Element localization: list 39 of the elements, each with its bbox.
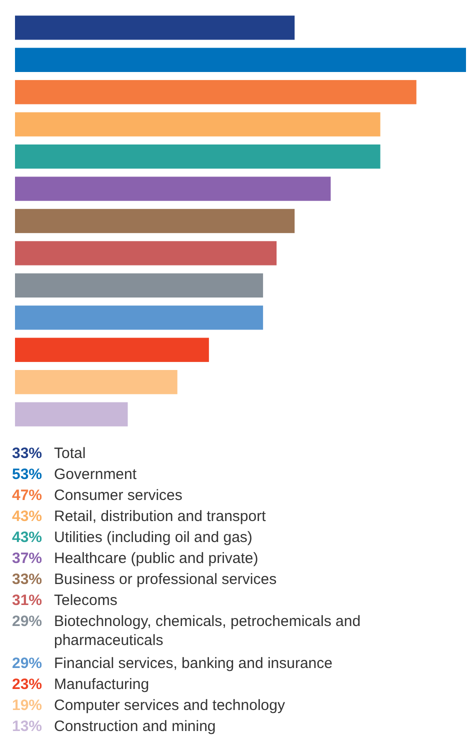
text: 29% [12,613,42,630]
text: Retail, distribution and transport [54,508,267,525]
text: Computer services and technology [54,697,286,714]
bar [15,338,209,362]
bar [15,402,128,426]
bar [15,176,331,201]
bar [15,16,295,40]
text: 53% [12,466,42,483]
text: 43% [12,508,42,525]
text: Total [54,445,86,462]
text: 29% [12,655,42,672]
text: 33% [12,571,42,588]
text: Construction and mining [54,718,216,735]
text: Financial services, banking and insurance [54,655,332,672]
bar [15,370,178,394]
bar [15,241,277,266]
text: Telecoms [54,592,118,609]
text: 43% [12,529,42,546]
bar [15,80,416,104]
bar [15,144,380,169]
bar [15,112,380,136]
text: Manufacturing [54,676,150,693]
text: 31% [12,592,42,609]
text: 19% [12,697,42,714]
text: 37% [12,550,42,567]
text: 33% [12,445,42,462]
text: Business or professional services [54,571,277,588]
text: 47% [12,487,42,504]
text: Consumer services [54,487,182,504]
bar [15,208,295,234]
text: Healthcare (public and private) [54,550,258,567]
text: 23% [12,676,42,693]
text: Utilities (including oil and gas) [54,529,252,546]
bar [15,48,466,72]
text: Biotechnology, chemicals, petrochemicals and pharmaceuticals [54,613,361,649]
bar [15,306,264,330]
bar [15,273,264,298]
text: 13% [12,718,42,735]
text: Government [54,466,138,483]
